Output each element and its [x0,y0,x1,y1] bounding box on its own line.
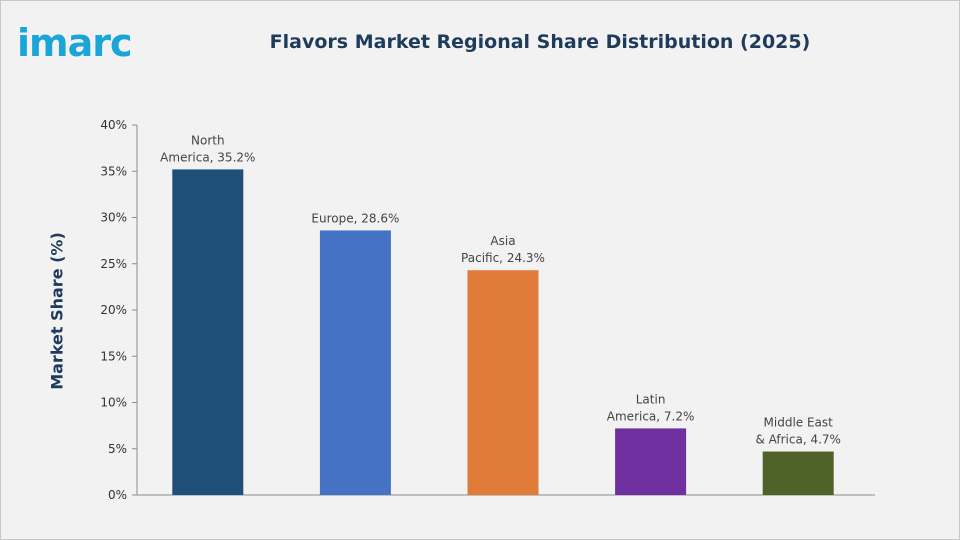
y-tick-label: 20% [100,303,127,317]
data-label-3: Latin [636,392,666,406]
y-tick-label: 25% [100,257,127,271]
bar-4 [762,451,834,495]
data-label-1: Europe, 28.6% [311,211,399,225]
data-label-4: & Africa, 4.7% [755,433,841,447]
bar-2 [467,270,539,495]
y-tick-label: 5% [108,442,127,456]
data-label-0: America, 35.2% [160,150,255,164]
y-tick-label: 10% [100,396,127,410]
bar-0 [172,169,244,495]
bar-3 [615,428,687,495]
data-label-0: North [191,133,225,147]
imarc-logo: imarc [17,21,133,65]
bar-1 [319,230,391,495]
chart-title: Flavors Market Regional Share Distributi… [269,31,811,53]
data-label-4: Middle East [764,416,834,430]
y-tick-label: 30% [100,211,127,225]
data-label-2: Asia [490,234,515,248]
y-tick-label: 35% [100,164,127,178]
y-tick-label: 15% [100,349,127,363]
data-label-2: Pacific, 24.3% [461,251,545,265]
y-tick-label: 0% [108,488,127,502]
data-label-3: America, 7.2% [607,409,695,423]
y-tick-label: 40% [100,118,127,132]
